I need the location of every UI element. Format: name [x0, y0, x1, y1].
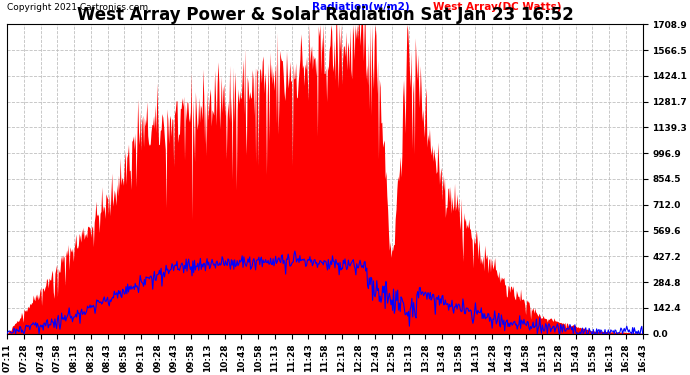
Title: West Array Power & Solar Radiation Sat Jan 23 16:52: West Array Power & Solar Radiation Sat J… — [77, 6, 573, 24]
Text: Radiation(w/m2): Radiation(w/m2) — [313, 2, 410, 12]
Text: Copyright 2021 Cartronics.com: Copyright 2021 Cartronics.com — [8, 3, 148, 12]
Text: West Array(DC Watts): West Array(DC Watts) — [433, 2, 562, 12]
